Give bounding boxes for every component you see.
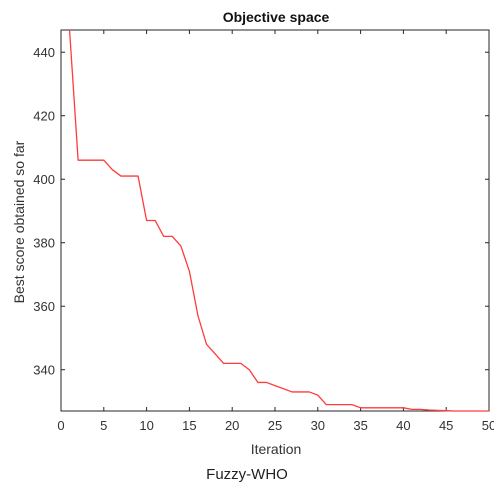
x-tick-label-10: 10 [139,418,153,433]
chart-canvas: Objective space 0 5 10 15 20 25 30 35 40 45 50 340 3… [11,9,494,457]
x-tick-label-40: 40 [396,418,410,433]
x-tick-label-35: 35 [353,418,367,433]
x-tick-label-45: 45 [439,418,453,433]
y-tick-label-420: 420 [33,109,55,124]
y-tick-label-440: 440 [33,45,55,60]
x-axis-label: Iteration [251,441,302,457]
x-tick-label-25: 25 [268,418,282,433]
x-tick-label-50: 50 [482,418,494,433]
series-line-0 [68,29,489,412]
y-tick-label-400: 400 [33,172,55,187]
y-tick-label-360: 360 [33,299,55,314]
y-tick-label-340: 340 [33,363,55,378]
x-tick-label-20: 20 [225,418,239,433]
plot-area: 0 5 10 15 20 25 30 35 40 45 50 340 360 380 400 420 440 [33,29,494,433]
y-axis-label: Best score obtained so far [11,140,27,303]
x-tick-label-30: 30 [311,418,325,433]
x-tick-label-5: 5 [100,418,107,433]
chart-title: Objective space [223,9,330,25]
plot-frame [60,29,490,412]
figure-caption: Fuzzy-WHO [206,466,288,483]
y-tick-label-380: 380 [33,236,55,251]
x-tick-label-0: 0 [57,418,64,433]
x-tick-label-15: 15 [182,418,196,433]
